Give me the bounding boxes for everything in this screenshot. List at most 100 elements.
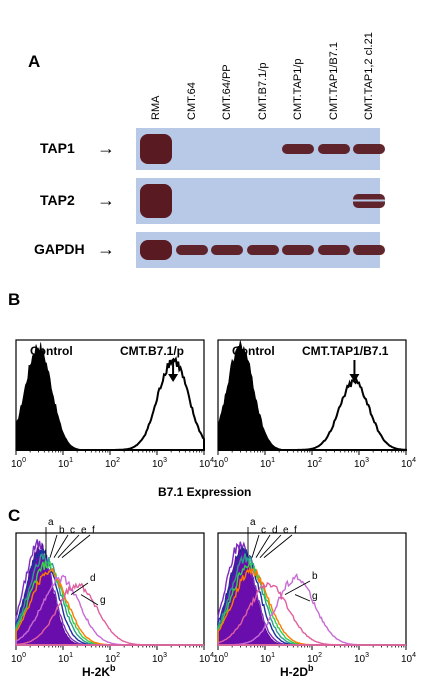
histogram-b-left: 100 101 102 103 104 [11, 339, 214, 470]
x-tick-label: 101 [58, 457, 73, 470]
x-tick-exponent: 2 [116, 652, 120, 659]
blot-row-label: TAP1 [40, 140, 75, 156]
blot-band [353, 194, 385, 208]
x-tick-exponent: 1 [69, 652, 73, 659]
c-xlabel-left-sup: b [110, 663, 116, 673]
x-tick-exponent: 4 [210, 457, 214, 464]
x-tick-label: 101 [260, 457, 275, 470]
blot-band [317, 144, 350, 154]
curve-label: g [312, 591, 318, 602]
lane-label: RMA [150, 95, 162, 120]
c-xlabel-left: H-2Kb [82, 663, 116, 679]
x-tick-exponent: 2 [116, 457, 120, 464]
curve-pointer [53, 534, 69, 558]
blot-band [140, 134, 172, 164]
x-tick-label: 102 [307, 457, 322, 470]
curve-pointer [61, 534, 91, 558]
x-tick-label: 101 [58, 652, 73, 665]
blot-row-arrow: → [97, 190, 115, 210]
panel-b-letter: B [8, 290, 21, 309]
x-tick-exponent: 3 [163, 457, 167, 464]
arrow-head [349, 374, 360, 382]
x-tick-label: 103 [354, 652, 369, 665]
x-tick-label: 100 [213, 457, 228, 470]
lane-label: CMT.64 [185, 82, 198, 120]
curve-label: c [70, 525, 75, 536]
x-tick-exponent: 3 [365, 457, 369, 464]
curve-label: f [92, 525, 95, 536]
curve-label: b [312, 571, 318, 582]
overlay-histogram [217, 582, 406, 646]
curve-pointer [70, 582, 89, 595]
blot-band [175, 245, 208, 255]
x-tick-exponent: 2 [318, 457, 322, 464]
curve-label: c [261, 525, 266, 536]
curve-pointer [80, 594, 99, 606]
curve-pointer [251, 534, 260, 558]
blot-band [140, 240, 172, 260]
x-tick-label: 103 [354, 457, 369, 470]
blot-band [140, 184, 172, 218]
c-xlabel-right: H-2Db [280, 663, 314, 679]
lane-label: CMT.TAP1,2 cl.21 [363, 32, 375, 120]
blot-band [211, 245, 243, 255]
blot-band [282, 245, 314, 255]
curve-label: a [250, 517, 256, 528]
histogram-c-left: 100 101 1 0 2 103 104 ab c e f dg [11, 517, 214, 665]
x-tick-exponent: 0 [22, 457, 26, 464]
arrow-head [235, 374, 246, 382]
blot-band [317, 245, 350, 255]
lane-label: CMT.TAP1/p [292, 58, 304, 120]
c-xlabel-left-main: H-2K [82, 665, 111, 679]
panel-c-letter: C [8, 506, 21, 525]
x-tick-label: 103 [152, 652, 167, 665]
x-tick-label: 103 [152, 457, 167, 470]
x-tick-exponent: 3 [163, 652, 167, 659]
x-tick-label: 100 [213, 652, 228, 665]
panel-b-histograms: 100 101 102 103 104 100 101 102 103 104 [11, 339, 416, 470]
blot-band [353, 144, 385, 154]
lane-label: CMT.64/PP [221, 64, 233, 120]
sample-label-left: CMT.B7.1/p [120, 344, 185, 358]
sample-histogram [218, 377, 407, 451]
x-tick-exponent: 3 [365, 652, 369, 659]
x-tick-exponent: 4 [412, 652, 416, 659]
curve-pointer [284, 580, 311, 595]
x-tick-exponent: 4 [210, 652, 214, 659]
c-xlabel-right-sup: b [308, 663, 314, 673]
x-tick-exponent: 0 [22, 652, 26, 659]
lane-label: CMT.B7.1/p [256, 62, 269, 120]
b-xlabel: B7.1 Expression [158, 485, 252, 499]
blot-band [282, 144, 314, 154]
lane-label: CMT.TAP1/B7.1 [327, 41, 340, 120]
control-label-right: Control [232, 344, 275, 358]
x-tick-exponent: 1 [271, 652, 275, 659]
arrow-head [33, 374, 44, 382]
x-tick-exponent: 0 [224, 457, 228, 464]
blot-row-label: GAPDH [34, 241, 85, 257]
curve-pointer [294, 594, 311, 602]
blot-row-arrow: → [97, 239, 115, 259]
blot-row-label: TAP2 [40, 192, 75, 208]
blot-band [246, 245, 279, 255]
histogram-c-right: 100 101 1 0 2 103 104 ac d e f bg [213, 517, 416, 665]
curve-pointer [259, 534, 282, 558]
x-tick-label: 102 [105, 457, 120, 470]
curve-label: e [283, 525, 289, 536]
curve-label: b [59, 525, 65, 536]
x-tick-label: 104 [401, 457, 416, 470]
c-xlabel-right-main: H-2D [280, 665, 309, 679]
curve-pointer [263, 534, 293, 558]
x-tick-label: 104 [199, 457, 214, 470]
blot-row-arrow: → [97, 138, 115, 158]
curve-pointer [57, 534, 80, 558]
curve-pointer [49, 534, 58, 558]
panel-a-letter: A [28, 52, 41, 71]
curve-label: f [294, 525, 297, 536]
curve-label: d [272, 525, 278, 536]
x-tick-label: 104 [401, 652, 416, 665]
sample-histogram [16, 356, 205, 451]
sample-label-right: CMT.TAP1/B7.1 [302, 344, 389, 358]
overlay-histogram [15, 582, 204, 646]
